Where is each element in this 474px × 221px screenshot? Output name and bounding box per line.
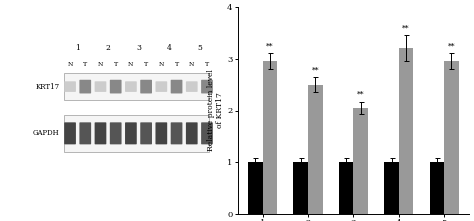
Text: T: T	[205, 62, 209, 67]
FancyBboxPatch shape	[64, 122, 76, 144]
Y-axis label: Relative protein level
of KRT17: Relative protein level of KRT17	[207, 70, 224, 151]
Text: N: N	[159, 62, 164, 67]
Bar	[384, 162, 399, 214]
Bar	[429, 162, 444, 214]
FancyBboxPatch shape	[80, 80, 91, 93]
Bar	[64, 115, 209, 152]
Text: 4: 4	[166, 44, 172, 52]
FancyBboxPatch shape	[171, 122, 182, 144]
Text: T: T	[144, 62, 148, 67]
FancyBboxPatch shape	[125, 81, 137, 92]
Text: **: **	[311, 66, 319, 74]
FancyBboxPatch shape	[186, 81, 198, 92]
FancyBboxPatch shape	[201, 122, 213, 144]
Text: **: **	[266, 43, 273, 51]
Text: N: N	[67, 62, 73, 67]
FancyBboxPatch shape	[171, 80, 182, 93]
Bar	[339, 162, 354, 214]
Text: GAPDH: GAPDH	[33, 129, 60, 137]
FancyBboxPatch shape	[95, 81, 106, 92]
Bar	[399, 48, 413, 214]
FancyBboxPatch shape	[186, 122, 198, 144]
Text: KRT17: KRT17	[36, 83, 60, 91]
Bar	[308, 84, 322, 214]
Bar	[444, 61, 459, 214]
Text: **: **	[448, 43, 455, 51]
Text: T: T	[83, 62, 87, 67]
FancyBboxPatch shape	[64, 81, 76, 92]
FancyBboxPatch shape	[140, 122, 152, 144]
Text: T: T	[174, 62, 179, 67]
Text: 1: 1	[75, 44, 80, 52]
FancyBboxPatch shape	[201, 80, 213, 93]
FancyBboxPatch shape	[110, 80, 121, 93]
FancyBboxPatch shape	[125, 122, 137, 144]
Bar	[64, 73, 209, 100]
Text: **: **	[402, 25, 410, 32]
Text: N: N	[128, 62, 134, 67]
Text: N: N	[98, 62, 103, 67]
Text: 3: 3	[136, 44, 141, 52]
Bar	[263, 61, 277, 214]
Text: N: N	[189, 62, 194, 67]
FancyBboxPatch shape	[95, 122, 106, 144]
FancyBboxPatch shape	[140, 80, 152, 93]
Bar	[248, 162, 263, 214]
FancyBboxPatch shape	[155, 122, 167, 144]
FancyBboxPatch shape	[80, 122, 91, 144]
Text: 5: 5	[197, 44, 202, 52]
FancyBboxPatch shape	[110, 122, 121, 144]
Text: T: T	[114, 62, 118, 67]
FancyBboxPatch shape	[155, 81, 167, 92]
Bar	[293, 162, 308, 214]
Bar	[354, 108, 368, 214]
Text: 2: 2	[106, 44, 110, 52]
Text: **: **	[357, 91, 365, 99]
